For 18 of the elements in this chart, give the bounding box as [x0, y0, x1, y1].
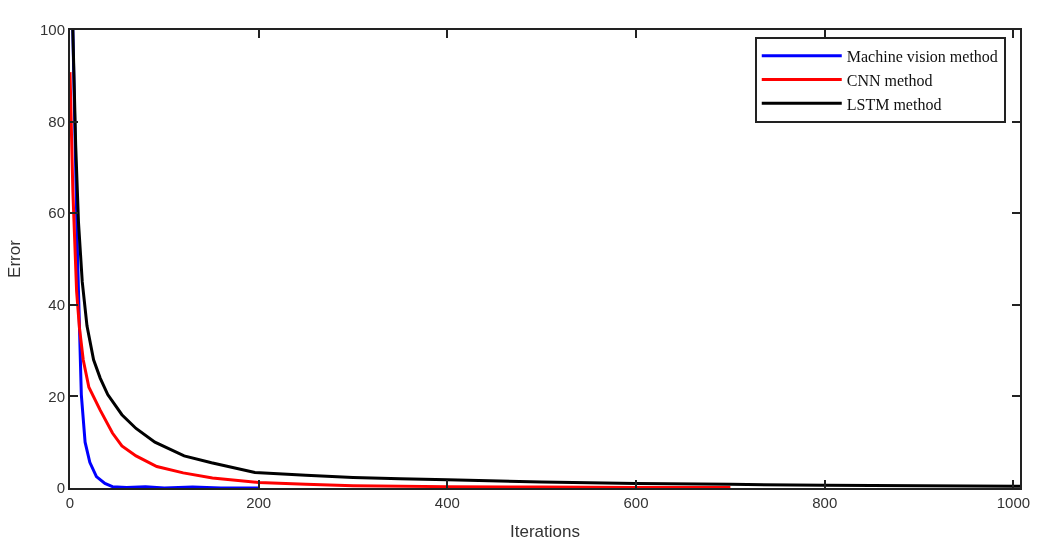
y-tick-label: 40 [48, 296, 65, 314]
x-tick-label: 200 [246, 494, 272, 511]
legend-label: CNN method [846, 71, 933, 89]
x-tick-label: 800 [812, 494, 838, 511]
y-axis-title: Error [5, 239, 25, 278]
y-tick-label: 60 [48, 204, 65, 222]
legend-label: LSTM method [846, 95, 942, 113]
y-tick-label: 100 [39, 21, 65, 39]
y-tick-label: 80 [48, 112, 65, 130]
line-series [71, 30, 1020, 488]
line-series [70, 70, 732, 488]
legend-label: Machine vision method [846, 48, 998, 66]
y-tick-label: 0 [56, 479, 65, 497]
x-axis-title: Iterations [510, 521, 580, 541]
y-tick-label: 20 [48, 387, 65, 405]
x-tick-label: 600 [623, 494, 649, 511]
x-tick-label: 1000 [996, 494, 1031, 511]
x-tick-label: 400 [434, 494, 460, 511]
